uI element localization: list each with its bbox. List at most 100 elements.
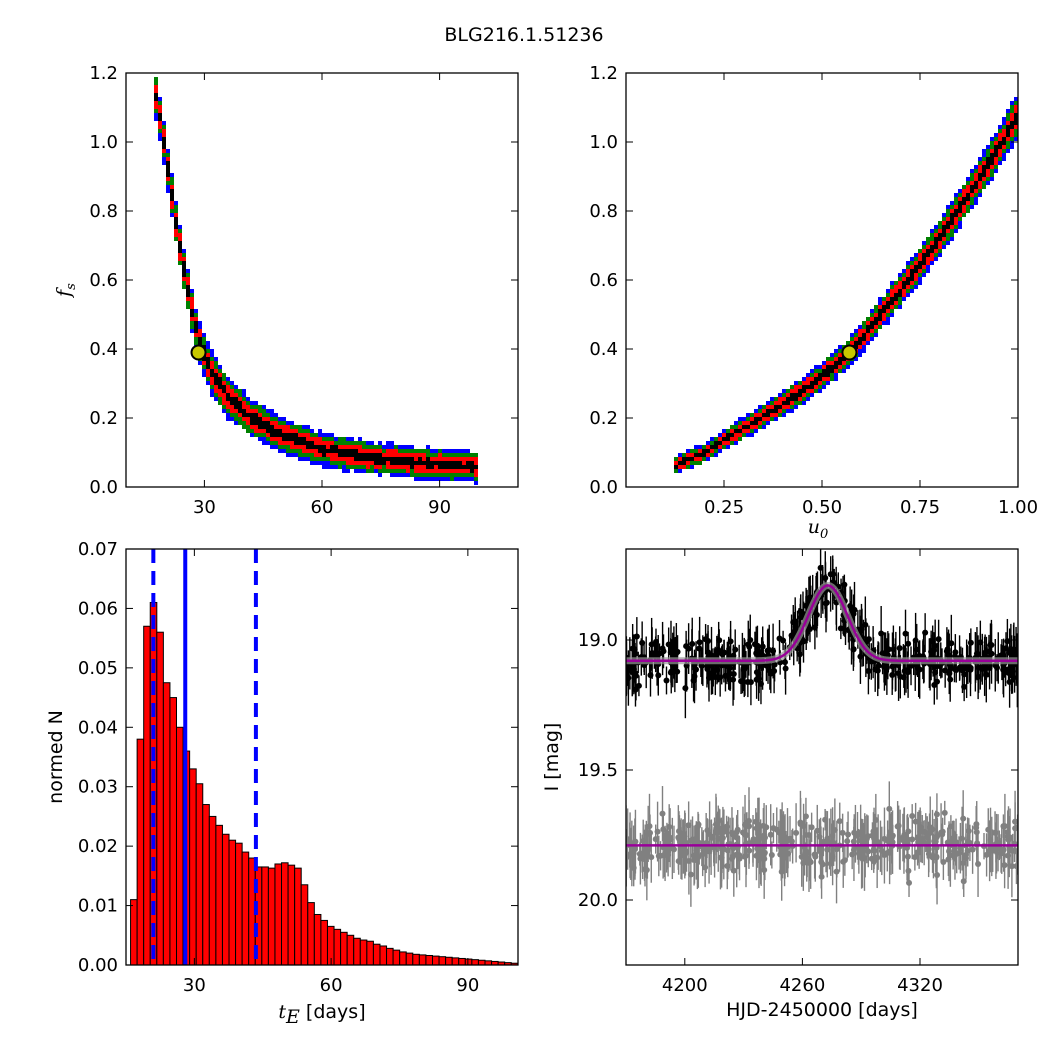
x-tick-label: 90 bbox=[456, 975, 479, 996]
density-cell bbox=[258, 405, 262, 409]
density-cell bbox=[258, 409, 262, 413]
density-cell bbox=[910, 257, 914, 261]
density-cell bbox=[934, 233, 938, 237]
density-cell bbox=[986, 169, 990, 173]
density-cell bbox=[1006, 145, 1010, 149]
density-cell bbox=[202, 365, 206, 369]
density-cell bbox=[178, 237, 182, 241]
density-cell bbox=[302, 441, 306, 445]
model-curve bbox=[626, 584, 1018, 663]
density-cell bbox=[970, 173, 974, 177]
density-cell bbox=[426, 473, 430, 477]
density-cell bbox=[266, 421, 270, 425]
density-cell bbox=[802, 389, 806, 393]
density-cell bbox=[1002, 121, 1006, 125]
data-point bbox=[643, 848, 650, 855]
density-cell bbox=[882, 313, 886, 317]
density-cell bbox=[910, 289, 914, 293]
density-cell bbox=[910, 261, 914, 265]
density-cell bbox=[1010, 109, 1014, 113]
density-cell bbox=[174, 229, 178, 233]
density-cell bbox=[350, 437, 354, 441]
density-cell bbox=[378, 469, 382, 473]
histogram-bar bbox=[412, 953, 420, 966]
density-cell bbox=[710, 437, 714, 441]
data-point bbox=[1013, 863, 1018, 870]
histogram-bar bbox=[425, 954, 433, 966]
data-point bbox=[935, 636, 942, 643]
density-cell bbox=[358, 445, 362, 449]
density-cell bbox=[854, 341, 858, 345]
data-point bbox=[931, 681, 938, 688]
density-cell bbox=[834, 357, 838, 361]
density-cell bbox=[798, 397, 802, 401]
density-cell bbox=[698, 457, 702, 461]
density-cell bbox=[170, 189, 174, 193]
data-point bbox=[718, 854, 725, 861]
density-cell bbox=[178, 233, 182, 237]
histogram-bar bbox=[386, 947, 394, 966]
density-cell bbox=[946, 241, 950, 245]
density-cell bbox=[870, 337, 874, 341]
density-cell bbox=[1002, 133, 1006, 137]
density-cell bbox=[982, 149, 986, 153]
density-cell bbox=[910, 265, 914, 269]
x-tick-label: 1.00 bbox=[998, 497, 1038, 518]
density-cell bbox=[746, 425, 750, 429]
density-cell bbox=[1002, 145, 1006, 149]
density-cell bbox=[958, 213, 962, 217]
density-cell bbox=[446, 461, 450, 465]
data-point bbox=[761, 849, 768, 856]
density-cell bbox=[382, 469, 386, 473]
data-point bbox=[929, 638, 936, 645]
density-cell bbox=[998, 145, 1002, 149]
density-cell bbox=[886, 301, 890, 305]
density-cell bbox=[158, 133, 162, 137]
histogram-bar bbox=[346, 934, 355, 966]
data-point bbox=[905, 640, 912, 647]
density-cell bbox=[1010, 145, 1014, 149]
data-point bbox=[940, 858, 947, 865]
density-cell bbox=[914, 265, 918, 269]
density-cell bbox=[430, 461, 434, 465]
y-tick-label: 19.5 bbox=[578, 760, 618, 781]
density-cell bbox=[330, 433, 334, 437]
density-cell bbox=[314, 441, 318, 445]
density-cell bbox=[902, 285, 906, 289]
density-cell bbox=[474, 453, 478, 457]
density-cell bbox=[1006, 121, 1010, 125]
density-cell bbox=[254, 433, 258, 437]
density-cell bbox=[246, 429, 250, 433]
density-cell bbox=[926, 269, 930, 273]
density-cell bbox=[942, 241, 946, 245]
density-cell bbox=[994, 133, 998, 137]
density-cell bbox=[762, 417, 766, 421]
data-point bbox=[806, 859, 813, 866]
density-cell bbox=[246, 409, 250, 413]
density-cell bbox=[706, 445, 710, 449]
density-cell bbox=[986, 177, 990, 181]
density-cell bbox=[942, 237, 946, 241]
density-cell bbox=[1006, 125, 1010, 129]
histogram-bar bbox=[169, 697, 178, 966]
density-cell bbox=[962, 189, 966, 193]
density-cell bbox=[826, 381, 830, 385]
density-cell bbox=[978, 189, 982, 193]
density-cell bbox=[978, 165, 982, 169]
data-point bbox=[635, 682, 642, 689]
density-cell bbox=[474, 481, 478, 485]
density-cell bbox=[802, 401, 806, 405]
density-cell bbox=[386, 445, 390, 449]
density-cell bbox=[782, 397, 786, 401]
density-cell bbox=[818, 365, 822, 369]
density-cell bbox=[434, 453, 438, 457]
histogram-bar bbox=[438, 956, 447, 966]
density-cell bbox=[302, 457, 306, 461]
density-cell bbox=[210, 349, 214, 353]
density-cell bbox=[906, 289, 910, 293]
density-cell bbox=[154, 85, 158, 89]
density-cell bbox=[782, 393, 786, 397]
density-cell bbox=[790, 393, 794, 397]
density-cell bbox=[1010, 121, 1014, 125]
density-cell bbox=[190, 325, 194, 329]
